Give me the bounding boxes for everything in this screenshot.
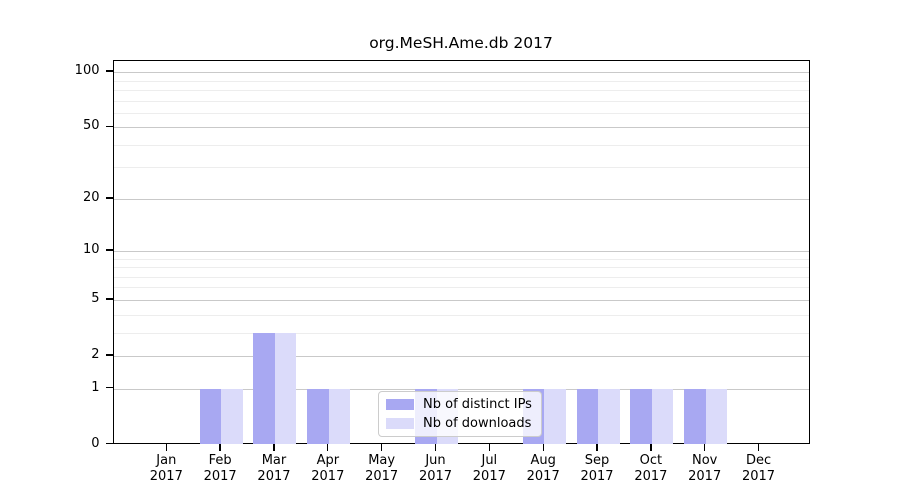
legend-label: Nb of downloads — [423, 416, 532, 431]
gridline-minor — [113, 276, 809, 278]
y-tick-label: 20 — [82, 189, 100, 205]
x-tick-label: Feb 2017 — [203, 452, 237, 485]
bar-distinct-ips — [199, 388, 222, 445]
x-tick-label: Sep 2017 — [580, 452, 614, 485]
y-tick-mark — [105, 442, 113, 445]
x-tick-mark — [542, 443, 544, 451]
y-tick-label: 2 — [91, 346, 100, 362]
y-tick-mark — [105, 354, 113, 356]
y-tick-mark — [105, 249, 113, 251]
legend: Nb of distinct IPs Nb of downloads — [378, 391, 542, 437]
gridline-minor — [113, 287, 809, 289]
x-tick-label: Jan 2017 — [149, 452, 183, 485]
bar-distinct-ips — [576, 388, 599, 445]
x-tick-mark — [327, 443, 329, 451]
x-tick-label: Dec 2017 — [741, 452, 776, 485]
gridline-major — [113, 72, 809, 74]
x-tick-label: Jun 2017 — [418, 452, 453, 485]
legend-entry: Nb of distinct IPs — [386, 397, 532, 412]
gridline-minor — [113, 332, 809, 334]
gridline-minor — [113, 80, 809, 82]
x-tick-mark — [488, 443, 490, 451]
legend-swatch-downloads — [386, 418, 414, 429]
gridline-minor — [113, 100, 809, 102]
x-tick-mark — [704, 443, 706, 451]
bar-distinct-ips — [630, 388, 652, 445]
bar-downloads — [221, 388, 243, 445]
y-tick-label: 1 — [91, 379, 100, 395]
x-tick-label: Nov 2017 — [688, 452, 722, 485]
y-tick-label: 10 — [82, 242, 100, 257]
gridline-minor — [113, 89, 809, 91]
y-tick-label: 100 — [74, 63, 100, 79]
gridline-major — [113, 198, 809, 200]
gridline-major — [113, 251, 809, 252]
gridline-major — [113, 299, 809, 301]
bar-downloads — [598, 388, 620, 445]
bar-downloads — [274, 332, 297, 445]
gridline-major — [113, 355, 809, 357]
legend-entry: Nb of downloads — [386, 416, 532, 431]
gridline-minor — [113, 144, 809, 146]
x-tick-label: Apr 2017 — [311, 452, 345, 485]
gridline-minor — [113, 314, 809, 316]
bar-downloads — [328, 388, 351, 445]
bar-distinct-ips — [307, 388, 329, 445]
y-tick-label: 0 — [91, 435, 100, 451]
x-tick-mark — [381, 443, 383, 451]
x-tick-mark — [273, 443, 275, 451]
y-tick-mark — [105, 298, 113, 300]
gridline-major — [113, 127, 809, 129]
y-tick-mark — [105, 70, 113, 72]
plot-area — [112, 60, 810, 445]
gridline-minor — [113, 112, 809, 114]
x-tick-mark — [757, 443, 760, 451]
x-tick-label: Jul 2017 — [472, 452, 506, 485]
y-tick-mark — [105, 125, 113, 127]
gridline-minor — [113, 267, 809, 269]
y-tick-label: 50 — [82, 118, 100, 134]
bar-downloads — [544, 388, 566, 445]
legend-label: Nb of distinct IPs — [423, 397, 532, 412]
bar-downloads — [651, 388, 674, 445]
x-tick-mark — [165, 443, 167, 451]
gridline-minor — [113, 258, 809, 260]
x-tick-label: Aug 2017 — [526, 452, 560, 485]
y-tick-mark — [105, 197, 113, 199]
gridline-major — [113, 388, 809, 390]
x-tick-mark — [650, 443, 652, 451]
x-tick-mark — [219, 443, 221, 451]
x-tick-label: May 2017 — [365, 452, 399, 485]
y-tick-label: 5 — [91, 290, 100, 306]
chart-title: org.MeSH.Ame.db 2017 — [369, 34, 553, 52]
y-tick-mark — [105, 386, 113, 389]
x-tick-mark — [596, 443, 598, 451]
x-tick-label: Oct 2017 — [634, 452, 668, 485]
gridline-minor — [113, 167, 809, 169]
bar-distinct-ips — [684, 388, 706, 445]
x-tick-mark — [434, 443, 437, 451]
legend-swatch-distinct-ips — [386, 399, 414, 410]
bar-downloads — [705, 388, 728, 445]
x-tick-label: Mar 2017 — [257, 452, 291, 485]
bar-distinct-ips — [253, 332, 275, 445]
